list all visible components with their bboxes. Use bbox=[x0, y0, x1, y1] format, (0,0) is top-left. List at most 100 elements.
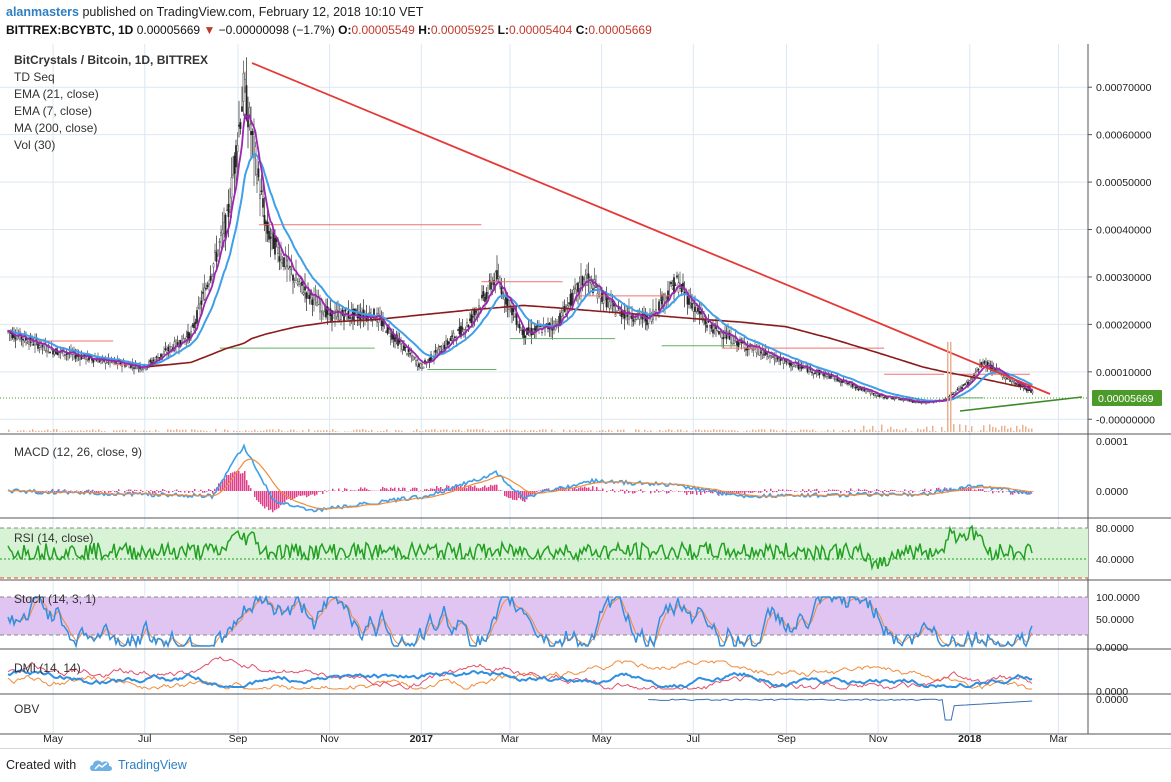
volume-bar bbox=[140, 431, 142, 432]
volume-bar bbox=[32, 429, 34, 432]
time-tick-label: Nov bbox=[320, 733, 339, 745]
candle-body bbox=[286, 261, 287, 266]
candle-body bbox=[232, 174, 233, 176]
volume-bar bbox=[932, 426, 934, 432]
macd-hist-bar bbox=[494, 485, 496, 491]
candle-body bbox=[498, 277, 499, 278]
volume-bar bbox=[323, 430, 325, 432]
price-pane[interactable]: BitCrystals / Bitcoin, 1D, BITTREX TD Se… bbox=[0, 53, 1088, 432]
study-td-seq[interactable]: TD Seq bbox=[14, 70, 55, 84]
candle-body bbox=[394, 338, 395, 342]
macd-hist-bar bbox=[414, 488, 416, 491]
candle-body bbox=[187, 332, 188, 338]
candle-body bbox=[142, 368, 143, 369]
macd-hist-bar bbox=[590, 490, 592, 491]
obv-label[interactable]: OBV bbox=[14, 702, 39, 716]
study-ema21[interactable]: EMA (21, close) bbox=[14, 87, 99, 101]
volume-bar bbox=[752, 429, 754, 432]
macd-hist-bar bbox=[152, 491, 154, 494]
candle-body bbox=[798, 365, 799, 369]
volume-bar bbox=[842, 430, 844, 432]
candle-body bbox=[640, 317, 641, 318]
macd-hist-bar bbox=[848, 491, 850, 492]
volume-bar bbox=[830, 431, 832, 432]
volume-bar bbox=[335, 431, 337, 432]
candle-body bbox=[220, 232, 221, 235]
volume-bar bbox=[683, 431, 685, 432]
volume-bar bbox=[779, 431, 781, 432]
candle-body bbox=[673, 278, 674, 294]
candle-body bbox=[582, 277, 583, 286]
candle-body bbox=[21, 337, 22, 339]
macd-hist-bar bbox=[354, 490, 356, 491]
author-link[interactable]: alanmasters bbox=[6, 5, 79, 19]
candle-body bbox=[204, 288, 205, 299]
volume-bar bbox=[734, 430, 736, 432]
volume-bar bbox=[353, 430, 355, 432]
candle-body bbox=[877, 396, 878, 397]
volume-bar bbox=[611, 431, 613, 432]
candle-body bbox=[670, 282, 671, 284]
macd-hist-bar bbox=[862, 490, 864, 491]
candle-body bbox=[181, 336, 182, 343]
volume-bar bbox=[1001, 426, 1003, 432]
candle-body bbox=[741, 342, 742, 343]
candle-body bbox=[963, 385, 964, 386]
candle-body bbox=[576, 284, 577, 289]
candle-body bbox=[406, 353, 407, 354]
tradingview-cloud-icon[interactable] bbox=[88, 755, 114, 773]
volume-bar bbox=[506, 429, 508, 432]
candle-body bbox=[478, 306, 479, 308]
stoch-label[interactable]: Stoch (14, 3, 1) bbox=[14, 592, 96, 606]
volume-bar bbox=[62, 431, 64, 432]
candle-body bbox=[231, 178, 232, 198]
tradingview-brand[interactable]: TradingView bbox=[118, 758, 187, 772]
macd-hist-bar bbox=[930, 489, 932, 491]
volume-bar bbox=[647, 431, 649, 432]
support-line[interactable] bbox=[960, 397, 1082, 411]
macd-hist-bar bbox=[690, 491, 692, 494]
candle-body bbox=[241, 107, 242, 112]
volume-bar bbox=[695, 430, 697, 432]
macd-hist-bar bbox=[770, 489, 772, 491]
study-ma200[interactable]: MA (200, close) bbox=[14, 121, 97, 135]
obv-pane[interactable]: OBV bbox=[14, 699, 1032, 720]
rsi-pane[interactable]: RSI (14, close) bbox=[0, 526, 1088, 578]
candle-body bbox=[561, 313, 562, 317]
macd-hist-bar bbox=[238, 471, 240, 491]
volume-bar bbox=[995, 428, 997, 432]
rsi-label[interactable]: RSI (14, close) bbox=[14, 531, 93, 545]
volume-bar bbox=[959, 424, 961, 432]
volume-bar bbox=[710, 430, 712, 432]
study-ema7[interactable]: EMA (7, close) bbox=[14, 104, 92, 118]
candle-body bbox=[804, 367, 805, 368]
candle-body bbox=[490, 282, 491, 290]
macd-pane[interactable]: MACD (12, 26, close, 9) bbox=[8, 445, 1034, 512]
volume-bar bbox=[587, 431, 589, 432]
volume-bar bbox=[137, 431, 139, 432]
candle-body bbox=[49, 352, 50, 353]
high-value: 0.00005925 bbox=[431, 23, 494, 37]
dmi-label[interactable]: DMI (14, 14) bbox=[14, 661, 81, 675]
candle-body bbox=[270, 237, 271, 239]
chart-canvas[interactable]: BitCrystals / Bitcoin, 1D, BITTREX TD Se… bbox=[0, 44, 1171, 748]
candle-body bbox=[658, 302, 659, 311]
macd-hist-bar bbox=[482, 487, 484, 491]
macd-label[interactable]: MACD (12, 26, close, 9) bbox=[14, 445, 142, 459]
macd-hist-bar bbox=[598, 490, 600, 491]
macd-hist-bar bbox=[586, 488, 588, 491]
macd-hist-bar bbox=[442, 489, 444, 491]
macd-hist-bar bbox=[258, 491, 260, 502]
volume-bar bbox=[269, 430, 271, 432]
candle-body bbox=[37, 344, 38, 349]
volume-bar bbox=[575, 430, 577, 432]
downtrend-line[interactable] bbox=[252, 63, 1050, 394]
macd-hist-bar bbox=[148, 491, 150, 493]
candle-body bbox=[471, 315, 472, 323]
stoch-pane[interactable]: Stoch (14, 3, 1) bbox=[0, 592, 1088, 646]
study-volume[interactable]: Vol (30) bbox=[14, 138, 55, 152]
volume-bar bbox=[530, 430, 532, 432]
volume-bar bbox=[518, 431, 520, 432]
volume-bar bbox=[236, 431, 238, 432]
